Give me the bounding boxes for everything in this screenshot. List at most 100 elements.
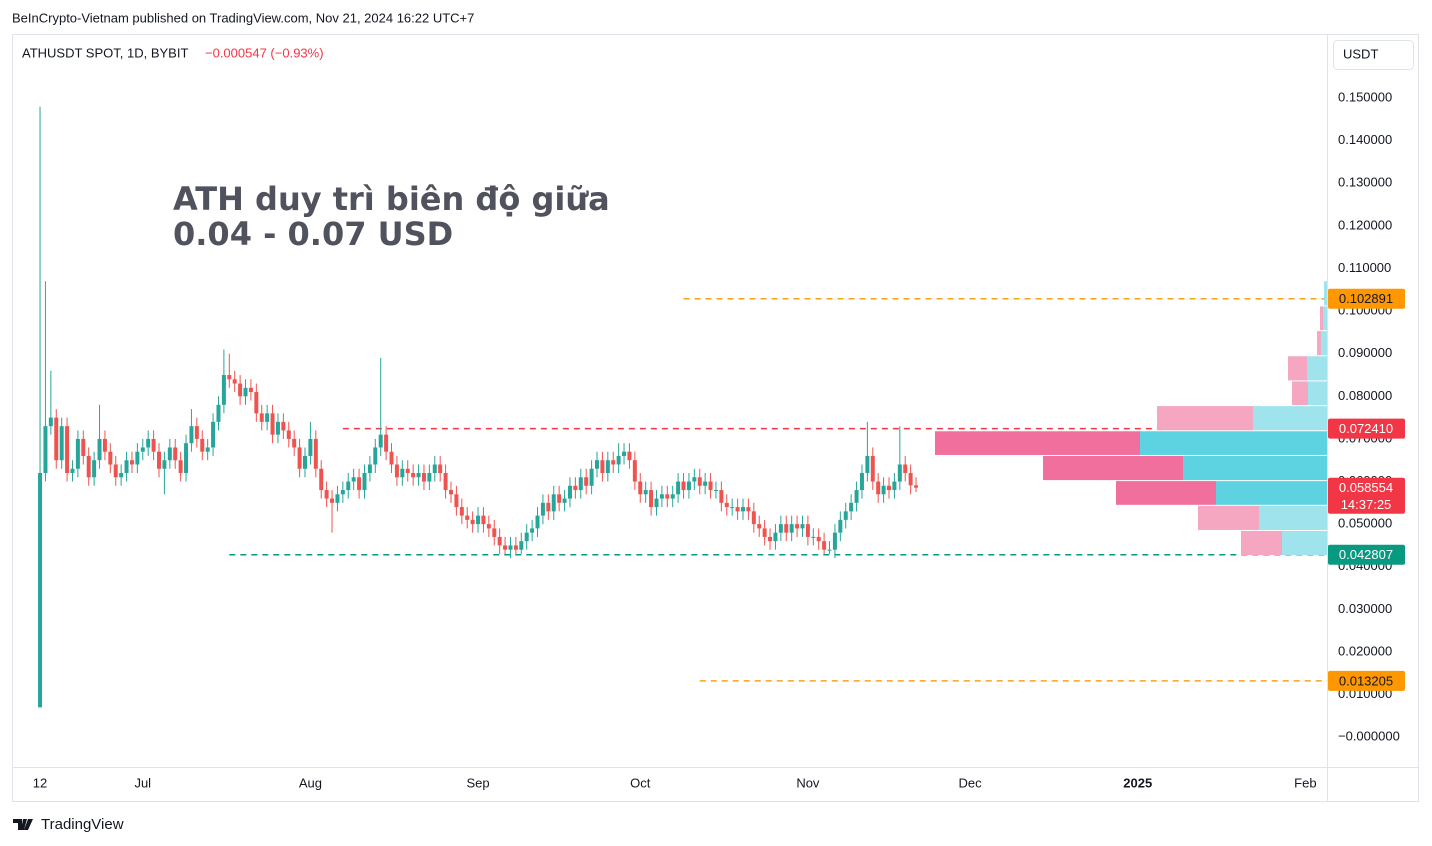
- candle-body: [254, 392, 259, 414]
- candle-body: [519, 541, 524, 550]
- candle-body: [459, 507, 464, 516]
- candle-body: [454, 494, 459, 508]
- profile-up-bar: [1259, 505, 1327, 530]
- candle-body: [562, 498, 567, 503]
- profile-up-bar: [1216, 481, 1327, 505]
- candle-body: [822, 541, 827, 550]
- candle-body: [173, 447, 178, 461]
- candle-body: [411, 473, 416, 478]
- candle-body: [540, 502, 545, 516]
- candle-body: [881, 485, 886, 495]
- change-legend: −0.000547 (−0.93%): [205, 45, 324, 60]
- candle-body: [389, 451, 394, 465]
- candle-body: [849, 502, 854, 512]
- candle-body: [167, 447, 172, 461]
- x-tick-label: Aug: [299, 775, 322, 790]
- candle-body: [897, 464, 902, 482]
- x-tick-label: Dec: [959, 775, 983, 790]
- candle-body: [481, 515, 486, 525]
- candle-body: [551, 494, 556, 512]
- candle-body: [113, 464, 118, 478]
- y-tick-label: 0.090000: [1338, 345, 1392, 360]
- candle-body: [492, 528, 497, 537]
- candle-body: [227, 375, 232, 380]
- y-tick-label: 0.140000: [1338, 132, 1392, 147]
- candle-body: [832, 532, 837, 550]
- candle-body: [378, 434, 383, 448]
- candle-body: [724, 502, 729, 508]
- price-tag: [1328, 288, 1405, 309]
- candle-body: [357, 477, 362, 491]
- profile-up-bar: [1140, 431, 1327, 455]
- candle-body: [70, 468, 75, 474]
- candle-body: [292, 438, 297, 448]
- candle-body: [384, 434, 389, 452]
- candle-body: [784, 524, 789, 533]
- candle-body: [119, 473, 124, 478]
- candle-body: [129, 460, 134, 465]
- candle-body: [443, 473, 448, 491]
- candle-body: [908, 473, 913, 486]
- currency-label[interactable]: USDT: [1343, 46, 1378, 61]
- profile-down-bar: [1198, 505, 1259, 530]
- candle-body: [735, 507, 740, 512]
- annotation-line: ATH duy trì biên độ giữa: [173, 180, 610, 218]
- candle-body: [546, 502, 551, 512]
- profile-up-bar: [1321, 331, 1327, 356]
- symbol-legend: ATHUSDT SPOT, 1D, BYBIT: [22, 45, 188, 60]
- candle-body: [400, 468, 405, 478]
- candle-body: [200, 438, 205, 452]
- candle-body: [584, 477, 589, 486]
- currency-button[interactable]: [1333, 40, 1414, 70]
- candle-body: [746, 507, 751, 512]
- last-price-label: 0.058554: [1339, 480, 1393, 495]
- candle-body: [211, 421, 216, 448]
- candle-body: [124, 460, 129, 474]
- candle-body: [92, 460, 97, 478]
- profile-down-bar: [935, 431, 1140, 455]
- candle-body: [476, 515, 481, 525]
- profile-up-bar: [1323, 306, 1327, 331]
- profile-up-bar: [1183, 455, 1327, 481]
- candle-body: [649, 490, 654, 508]
- candle-body: [670, 494, 675, 499]
- candle-body: [686, 481, 691, 491]
- candle-body: [659, 494, 664, 499]
- candle-body: [811, 536, 816, 538]
- candle-body: [773, 532, 778, 542]
- candle-body: [665, 494, 670, 499]
- candle-body: [367, 464, 372, 474]
- candle-body: [303, 455, 307, 469]
- candle-body: [778, 524, 783, 533]
- candle-body: [865, 455, 870, 474]
- profile-down-bar: [1317, 331, 1321, 356]
- candle-body: [135, 451, 140, 465]
- candle-body: [238, 383, 243, 397]
- candle-body: [719, 490, 724, 503]
- candle-body: [205, 447, 210, 452]
- y-tick-label: 0.150000: [1338, 89, 1392, 104]
- candle-body: [697, 477, 702, 486]
- candle-body: [346, 481, 351, 491]
- y-tick-label: 0.120000: [1338, 217, 1392, 232]
- candle-body: [140, 447, 145, 452]
- candle-body: [589, 468, 594, 486]
- candle-body: [184, 443, 189, 474]
- y-tick-label: 0.030000: [1338, 601, 1392, 616]
- candle-body: [595, 460, 599, 469]
- candle-body: [870, 455, 875, 482]
- candle-body: [611, 460, 616, 465]
- candle-body: [524, 532, 529, 542]
- candle-body: [405, 468, 410, 474]
- candle-body: [221, 375, 226, 405]
- candle-body: [465, 515, 470, 520]
- candle-body: [275, 421, 280, 435]
- candle-body: [903, 464, 908, 474]
- candle-body: [43, 426, 48, 474]
- candle-body: [75, 438, 80, 469]
- brand-name: TradingView: [41, 816, 124, 833]
- x-tick-label: Nov: [796, 775, 820, 790]
- candle-body: [362, 473, 367, 491]
- profile-up-bar: [1324, 281, 1327, 306]
